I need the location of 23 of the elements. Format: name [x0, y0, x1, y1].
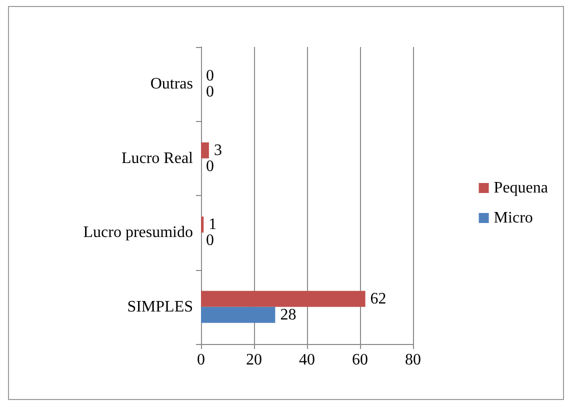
legend-label: Micro — [494, 210, 533, 226]
data-label: 28 — [280, 306, 296, 324]
data-label: 3 — [214, 142, 222, 159]
x-tick-label: 20 — [246, 352, 262, 368]
x-tick-label: 0 — [197, 352, 205, 368]
x-tick-label: 80 — [405, 352, 421, 368]
legend-label: Pequena — [494, 180, 548, 196]
data-label: 0 — [206, 232, 214, 250]
y-tick-label: Lucro Real — [121, 150, 194, 167]
bar — [201, 216, 204, 233]
bar — [201, 306, 276, 323]
data-label: 0 — [206, 158, 214, 175]
bar — [201, 290, 366, 307]
y-tick-label: Lucro presumido — [83, 224, 193, 242]
data-label: 1 — [208, 216, 217, 234]
data-label: 0 — [206, 68, 214, 85]
y-tick-label: SIMPLES — [127, 298, 193, 316]
y-tick-label: Outras — [150, 76, 193, 93]
bar — [201, 142, 209, 158]
data-label: 0 — [206, 84, 214, 101]
x-tick-label: 40 — [299, 352, 315, 368]
x-tick-label: 60 — [352, 352, 368, 368]
data-label: 62 — [370, 290, 386, 308]
